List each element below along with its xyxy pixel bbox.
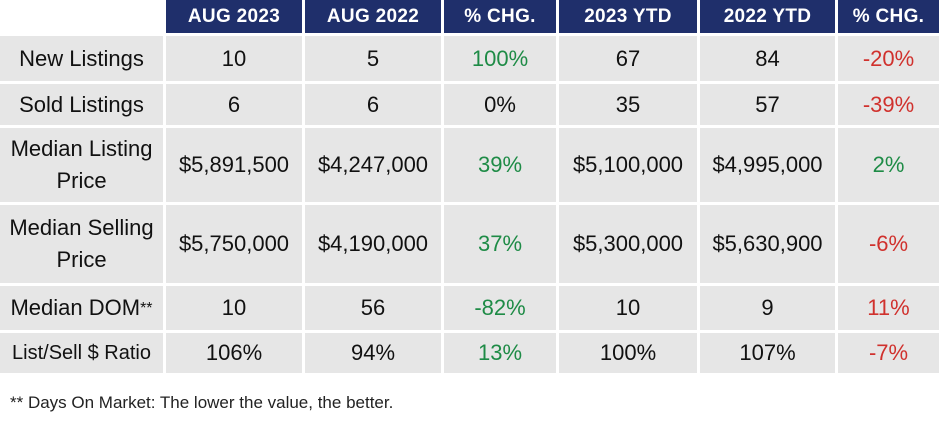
row-label-median-listing-price: Median Listing Price [0,128,166,205]
row-label-text: Median Listing Price [10,136,153,193]
pct-change-cell: -82% [444,286,559,333]
pct-change-cell: 2% [838,128,939,205]
table-cell: $5,300,000 [559,205,700,286]
col-header-aug-2022: AUG 2022 [305,0,444,36]
market-stats-table: AUG 2023 AUG 2022 % CHG. 2023 YTD 2022 Y… [0,0,939,376]
row-label-text: Median Selling Price [9,215,154,272]
table-row: Median DOM** 10 56 -82% 10 9 11% [0,286,939,333]
table-cell: 6 [305,84,444,128]
row-label-list-sell-ratio: List/Sell $ Ratio [0,333,166,376]
table-cell: $5,100,000 [559,128,700,205]
pct-change-cell: -20% [838,36,939,84]
footnote: ** Days On Market: The lower the value, … [10,393,394,412]
pct-change-cell: -6% [838,205,939,286]
table-cell: $4,995,000 [700,128,838,205]
row-label-median-selling-price: Median Selling Price [0,205,166,286]
table-cell: 56 [305,286,444,333]
table-cell: 5 [305,36,444,84]
header-row: AUG 2023 AUG 2022 % CHG. 2023 YTD 2022 Y… [0,0,939,36]
pct-change-cell: 0% [444,84,559,128]
col-header-aug-2023: AUG 2023 [166,0,305,36]
table-cell: $5,750,000 [166,205,305,286]
col-header-pct-change-month: % CHG. [444,0,559,36]
table-cell: 100% [559,333,700,376]
table-cell: 107% [700,333,838,376]
pct-change-cell: -7% [838,333,939,376]
row-label-new-listings: New Listings [0,36,166,84]
table-cell: 94% [305,333,444,376]
table-cell: $5,630,900 [700,205,838,286]
col-header-2022-ytd: 2022 YTD [700,0,838,36]
col-header-2023-ytd: 2023 YTD [559,0,700,36]
header-corner [0,0,166,36]
col-header-pct-change-ytd: % CHG. [838,0,939,36]
row-label-sold-listings: Sold Listings [0,84,166,128]
table-cell: 35 [559,84,700,128]
row-label-median-dom: Median DOM** [0,286,166,333]
table-cell: $4,247,000 [305,128,444,205]
table-row: New Listings 10 5 100% 67 84 -20% [0,36,939,84]
table-cell: 57 [700,84,838,128]
pct-change-cell: 11% [838,286,939,333]
table-cell: $5,891,500 [166,128,305,205]
table-cell: 10 [166,286,305,333]
table-row: List/Sell $ Ratio 106% 94% 13% 100% 107%… [0,333,939,376]
table-cell: 84 [700,36,838,84]
table-cell: 6 [166,84,305,128]
table-row: Median Listing Price $5,891,500 $4,247,0… [0,128,939,205]
table-row: Sold Listings 6 6 0% 35 57 -39% [0,84,939,128]
pct-change-cell: 100% [444,36,559,84]
table-cell: 10 [559,286,700,333]
pct-change-cell: -39% [838,84,939,128]
pct-change-cell: 37% [444,205,559,286]
table-row: Median Selling Price $5,750,000 $4,190,0… [0,205,939,286]
row-label-text: Median DOM [10,294,141,320]
pct-change-cell: 13% [444,333,559,376]
table-cell: 67 [559,36,700,84]
table-cell: 10 [166,36,305,84]
table-cell: 106% [166,333,305,376]
table-cell: 9 [700,286,838,333]
pct-change-cell: 39% [444,128,559,205]
table-cell: $4,190,000 [305,205,444,286]
footnote-marker: ** [140,299,153,317]
